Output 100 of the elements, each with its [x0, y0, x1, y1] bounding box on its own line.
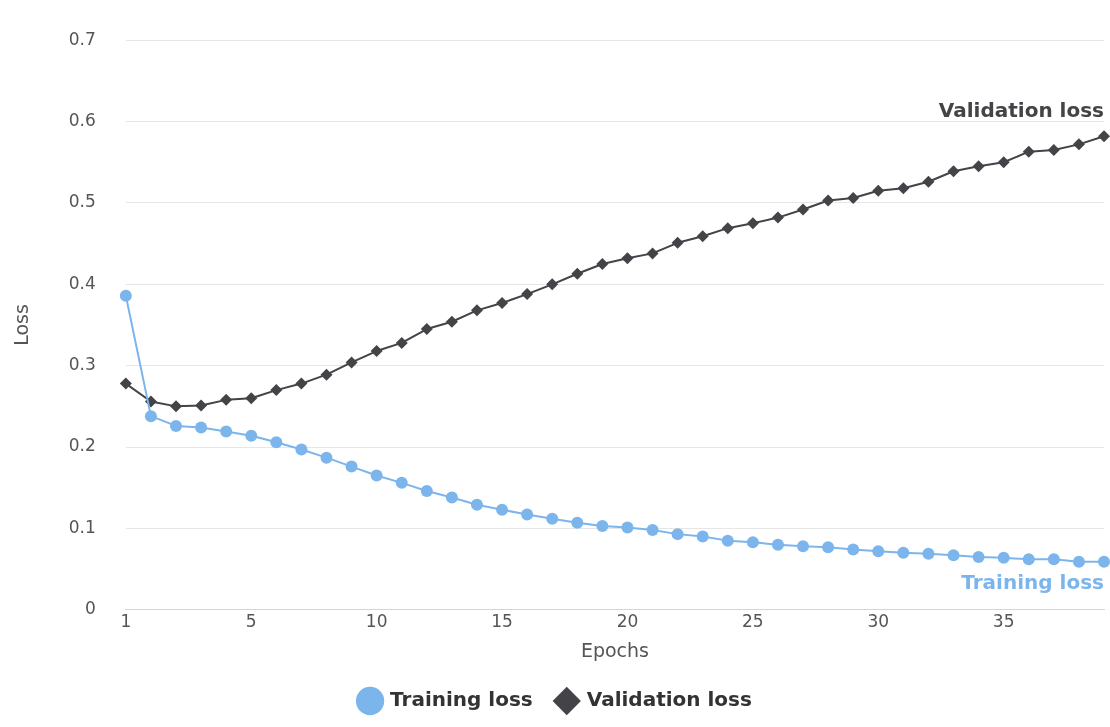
point — [621, 252, 634, 265]
point — [119, 377, 132, 390]
point — [621, 521, 634, 534]
y-tick-label: 0 — [85, 598, 96, 619]
point — [947, 165, 960, 178]
point — [445, 491, 458, 504]
point — [170, 400, 182, 413]
point — [320, 451, 333, 464]
point — [1022, 145, 1035, 158]
point — [445, 315, 458, 328]
point — [822, 194, 835, 207]
point — [997, 551, 1010, 564]
point — [546, 512, 559, 525]
point — [1047, 144, 1060, 157]
x-axis-title: Epochs — [580, 638, 649, 661]
point — [922, 547, 935, 560]
point — [746, 536, 759, 549]
point — [571, 267, 584, 280]
x-tick-label: 25 — [742, 611, 764, 632]
point — [797, 540, 810, 553]
x-tick-label: 5 — [245, 611, 257, 632]
point — [596, 519, 609, 532]
point — [797, 203, 810, 216]
point — [119, 289, 132, 302]
point — [646, 247, 659, 260]
point — [872, 545, 885, 558]
point — [295, 443, 308, 456]
point — [671, 528, 684, 541]
point — [470, 304, 483, 317]
legend-label: Validation loss — [586, 687, 752, 712]
point — [521, 508, 534, 521]
point — [897, 182, 910, 195]
point — [997, 156, 1010, 169]
point — [872, 184, 885, 197]
point — [947, 549, 960, 562]
point — [897, 546, 910, 559]
point — [721, 222, 734, 235]
point — [245, 392, 258, 405]
point — [521, 288, 534, 301]
y-tick-label: 0.3 — [68, 354, 96, 375]
point — [195, 399, 208, 412]
y-tick-label: 0.6 — [68, 109, 96, 130]
x-tick-label: 30 — [867, 611, 890, 632]
point — [696, 530, 709, 543]
point — [320, 368, 333, 381]
point — [671, 236, 684, 249]
point — [571, 516, 584, 529]
point — [546, 278, 559, 291]
x-tick-label: 15 — [491, 611, 513, 632]
point — [270, 384, 283, 397]
point — [345, 356, 358, 369]
point — [596, 257, 609, 270]
x-tick-label: 20 — [616, 611, 639, 632]
y-tick-label: 0.2 — [68, 435, 96, 456]
x-tick-label: 35 — [992, 611, 1015, 632]
point — [144, 410, 157, 423]
y-tick-label: 0.4 — [68, 272, 96, 293]
point — [245, 429, 258, 442]
point — [771, 538, 784, 551]
point — [646, 524, 659, 537]
point — [1098, 555, 1110, 568]
point — [696, 230, 709, 243]
point — [746, 217, 759, 230]
point — [822, 541, 835, 554]
point — [1098, 130, 1110, 143]
point — [972, 550, 985, 563]
point — [395, 476, 408, 489]
point — [195, 421, 208, 434]
point — [220, 425, 233, 438]
point — [295, 377, 308, 390]
point — [420, 485, 433, 497]
point — [1072, 138, 1085, 151]
point — [220, 393, 233, 406]
y-tick-label: 0.5 — [68, 191, 96, 212]
point — [170, 419, 182, 432]
y-tick-label: 0.7 — [68, 28, 96, 49]
point — [496, 297, 509, 310]
point — [496, 503, 509, 516]
y-axis-title: Loss — [10, 304, 33, 346]
y-tick-label: 0.1 — [68, 516, 96, 537]
text: Training loss — [961, 569, 1104, 594]
point — [270, 436, 283, 449]
point — [470, 498, 483, 511]
point — [771, 211, 784, 224]
point — [370, 345, 383, 358]
text: Validation loss — [938, 98, 1104, 123]
point — [345, 460, 358, 473]
point — [847, 192, 860, 205]
point — [1072, 555, 1085, 568]
point — [420, 323, 433, 336]
point — [1022, 553, 1035, 566]
x-tick-label: 10 — [365, 611, 388, 632]
point — [721, 534, 734, 547]
point — [922, 175, 935, 188]
point — [972, 160, 985, 173]
point — [847, 543, 860, 556]
x-tick-label: 1 — [120, 611, 132, 632]
point — [1047, 553, 1060, 566]
point — [370, 469, 383, 482]
legend-label: Training loss — [390, 687, 533, 712]
